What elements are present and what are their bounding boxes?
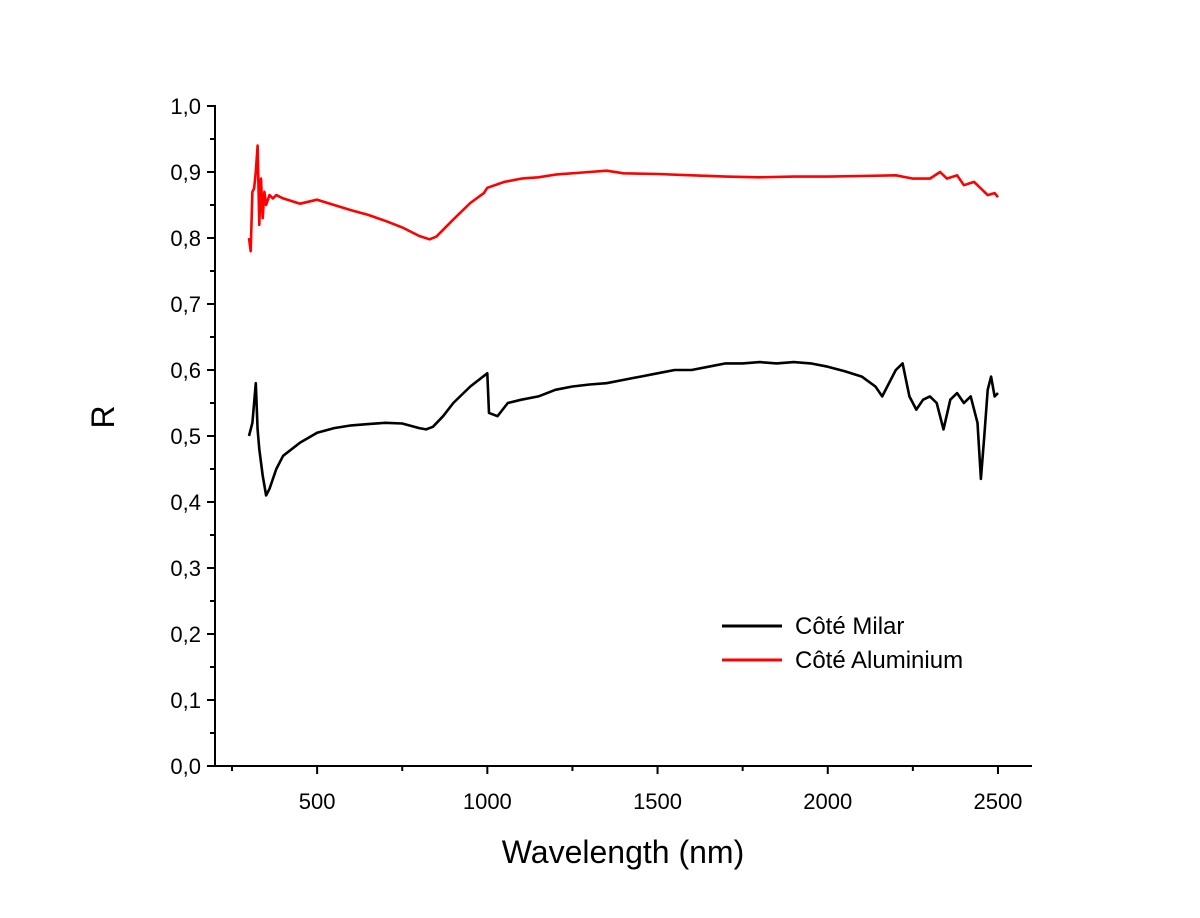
y-tick-label: 0,2	[170, 622, 201, 647]
series-line-milar	[247, 360, 999, 497]
x-tick-label: 2500	[973, 789, 1022, 814]
x-tick-label: 1500	[633, 789, 682, 814]
y-tick-label: 0,3	[170, 556, 201, 581]
y-tick-label: 0,8	[170, 226, 201, 251]
x-tick-label: 500	[299, 789, 336, 814]
y-tick-label: 0,7	[170, 292, 201, 317]
series-layer	[247, 144, 999, 497]
legend: Côté Milar Côté Aluminium	[722, 613, 963, 674]
y-tick-label: 0,0	[170, 754, 201, 779]
y-tick-label: 0,4	[170, 490, 201, 515]
ticks: 0,0 0,1 0,2 0,3 0,4 0,5 0,6 0,7 0,8 0,9 1,0 500 1000…	[170, 94, 1022, 814]
y-tick-label: 0,6	[170, 358, 201, 383]
x-tick-label: 1000	[463, 789, 512, 814]
legend-label-aluminium: Côté Aluminium	[795, 647, 963, 674]
y-axis-title: R	[85, 405, 121, 428]
y-tick-label: 0,1	[170, 688, 201, 713]
legend-label-milar: Côté Milar	[795, 613, 904, 640]
y-tick-label: 1,0	[170, 94, 201, 119]
series-line-aluminium	[247, 144, 999, 253]
y-tick-label: 0,9	[170, 160, 201, 185]
x-axis-title: Wavelength (nm)	[502, 834, 744, 870]
y-tick-label: 0,5	[170, 424, 201, 449]
x-tick-label: 2000	[803, 789, 852, 814]
